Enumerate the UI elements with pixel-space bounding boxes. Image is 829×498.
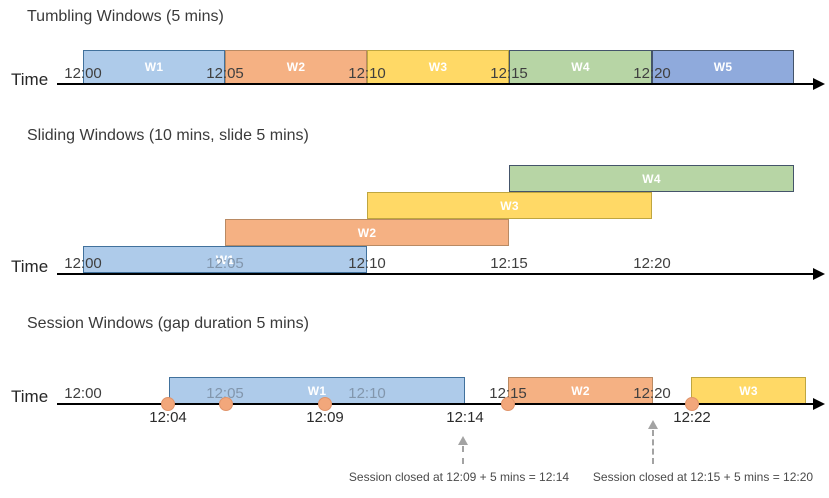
- session-callout-dashed-line: [652, 430, 654, 464]
- tumbling-axis-arrowhead-icon: [813, 78, 825, 90]
- session-event-time-label: 12:04: [149, 409, 187, 426]
- sliding-section-title: Sliding Windows (10 mins, slide 5 mins): [27, 127, 309, 144]
- sliding-window-box: W3: [367, 192, 652, 219]
- tumbling-tick-label: 12:05: [206, 65, 244, 82]
- session-window-box: W3: [691, 377, 806, 404]
- tumbling-window-label: W3: [428, 60, 448, 74]
- session-axis-arrowhead-icon: [813, 398, 825, 410]
- tumbling-window-label: W4: [571, 60, 590, 74]
- tumbling-section-title: Tumbling Windows (5 mins): [27, 8, 224, 25]
- session-callout-arrowhead-icon: [458, 436, 468, 445]
- tumbling-time-axis-label: Time: [11, 70, 49, 89]
- session-tick-label: 12:05: [206, 385, 244, 402]
- tumbling-tick-label: 12:00: [64, 65, 102, 82]
- session-event-dot-icon: [161, 397, 175, 411]
- tumbling-window-label: W2: [286, 60, 306, 74]
- session-window-label: W3: [739, 383, 758, 398]
- tumbling-window-box: W1: [83, 50, 225, 84]
- session-time-axis: [57, 403, 813, 405]
- sliding-tick-label: 12:00: [64, 255, 102, 272]
- sliding-tick-label: 12:10: [348, 255, 386, 272]
- sliding-window-label: W3: [500, 198, 519, 213]
- session-tick-label: 12:10: [348, 385, 386, 402]
- sliding-time-axis: [57, 273, 813, 275]
- tumbling-time-axis: [57, 83, 813, 85]
- session-window-label: W2: [571, 383, 590, 398]
- tumbling-tick-label: 12:10: [348, 65, 386, 82]
- session-event-time-label: 12:09: [306, 409, 344, 426]
- sliding-tick-label: 12:15: [490, 255, 528, 272]
- sliding-window-box: W2: [225, 219, 509, 246]
- tumbling-window-box: W5: [652, 50, 794, 84]
- session-event-dot-icon: [685, 397, 699, 411]
- sliding-window-box: W4: [509, 165, 794, 192]
- session-event-time-label: 12:14: [446, 409, 484, 426]
- tumbling-window-label: W5: [713, 60, 733, 74]
- session-section-title: Session Windows (gap duration 5 mins): [27, 315, 309, 332]
- session-time-axis-label: Time: [11, 387, 49, 406]
- session-event-dot-icon: [501, 397, 515, 411]
- session-tick-label: 12:00: [64, 385, 102, 402]
- session-callout-dashed-line: [462, 446, 464, 464]
- session-event-time-label: 12:22: [673, 409, 711, 426]
- session-event-dot-icon: [219, 397, 233, 411]
- tumbling-window-box: W4: [509, 50, 652, 84]
- sliding-window-label: W4: [642, 171, 661, 186]
- tumbling-tick-label: 12:20: [633, 65, 671, 82]
- tumbling-tick-label: 12:15: [490, 65, 528, 82]
- session-callout-text: Session closed at 12:15 + 5 mins = 12:20: [592, 470, 814, 484]
- session-window-label: W1: [307, 383, 327, 398]
- tumbling-window-box: W2: [225, 50, 367, 84]
- sliding-window-label: W1: [215, 252, 235, 267]
- session-callout-arrowhead-icon: [648, 420, 658, 429]
- sliding-axis-arrowhead-icon: [813, 268, 825, 280]
- sliding-time-axis-label: Time: [11, 257, 49, 276]
- sliding-tick-label: 12:05: [206, 255, 244, 272]
- tumbling-window-label: W1: [144, 60, 164, 74]
- session-callout-text: Session closed at 12:09 + 5 mins = 12:14: [348, 470, 570, 484]
- session-event-dot-icon: [318, 397, 332, 411]
- sliding-window-label: W2: [357, 225, 377, 240]
- tumbling-window-box: W3: [367, 50, 509, 84]
- session-window-box: W2: [508, 377, 653, 404]
- session-tick-label: 12:20: [633, 385, 671, 402]
- sliding-tick-label: 12:20: [633, 255, 671, 272]
- sliding-window-box: W1: [83, 246, 367, 273]
- session-tick-label: 12:15: [489, 385, 527, 402]
